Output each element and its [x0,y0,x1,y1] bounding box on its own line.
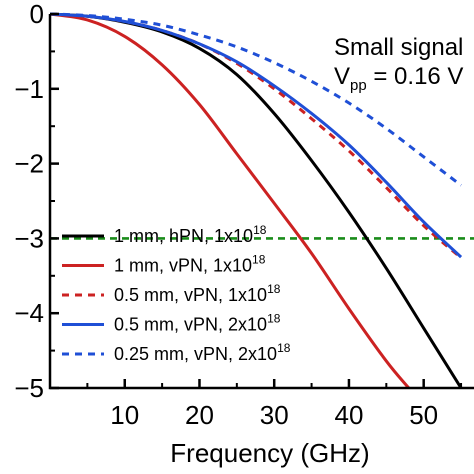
y-tick-label: −4 [14,298,44,328]
tick-layer: 10 20 30 40 50 0 −1 −2 −3 −4 −5 [14,0,463,430]
series-layer [50,12,463,388]
y-tick-label: −1 [14,74,44,104]
y-tick-label: −2 [14,149,44,179]
legend-label-2: 1 mm, vPN, 1x1018 [114,253,266,276]
legend-label-4: 0.5 mm, vPN, 2x1018 [114,312,281,335]
legend-label-sup: 18 [267,312,281,326]
y-tick-label: 0 [30,0,44,29]
legend-label-1: 1 mm, hPN, 1x1018 [114,223,267,246]
series-line-2 [50,12,410,388]
legend-label-main: 0.5 mm, vPN, 1x10 [114,285,267,305]
x-tick-label: 30 [260,400,289,430]
legend-label-sup: 18 [252,253,266,267]
legend-label-sup: 18 [277,341,291,355]
y-tick-label: −5 [14,373,44,403]
legend-label-sup: 18 [253,223,267,237]
x-tick-label: 20 [185,400,214,430]
annotation-v: V [334,63,350,90]
annotation-line-1: Small signal [334,34,463,61]
annotation: Small signal Vpp = 0.16 V [334,34,463,94]
legend-label-sup: 18 [267,282,281,296]
x-tick-label: 10 [110,400,139,430]
legend-label-main: 1 mm, vPN, 1x10 [114,256,252,276]
series-line-4 [50,12,463,259]
x-tick-label: 40 [334,400,363,430]
legend-label-main: 1 mm, hPN, 1x10 [114,226,253,246]
legend-label-main: 0.25 mm, vPN, 2x10 [114,344,277,364]
legend-label-3: 0.5 mm, vPN, 1x1018 [114,282,281,305]
series-line-3 [50,12,463,259]
annotation-line-2: Vpp = 0.16 V [334,63,463,94]
x-axis-label: Frequency (GHz) [170,438,369,468]
y-tick-label: −3 [14,223,44,253]
x-tick-label: 50 [409,400,438,430]
annotation-sub: pp [350,77,367,94]
series-line-5 [50,12,462,187]
legend-label-5: 0.25 mm, vPN, 2x1018 [114,341,291,364]
legend-label-main: 0.5 mm, vPN, 2x10 [114,315,267,335]
annotation-rest: = 0.16 V [367,63,464,90]
